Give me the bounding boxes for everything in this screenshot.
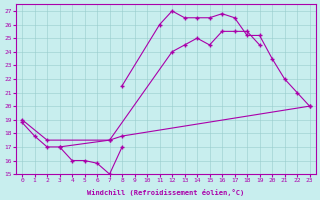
X-axis label: Windchill (Refroidissement éolien,°C): Windchill (Refroidissement éolien,°C) <box>87 189 244 196</box>
